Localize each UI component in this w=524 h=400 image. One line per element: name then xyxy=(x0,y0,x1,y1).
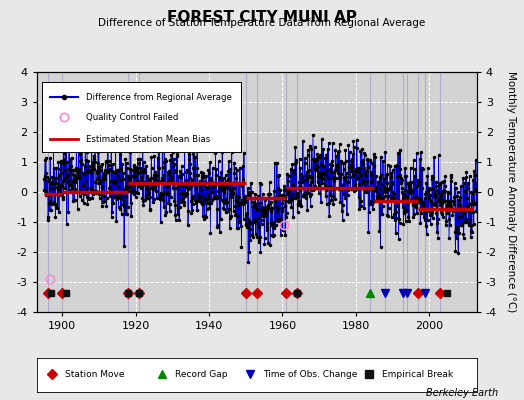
Text: Difference from Regional Average: Difference from Regional Average xyxy=(86,93,232,102)
Text: Station Move: Station Move xyxy=(66,370,125,379)
Text: Record Gap: Record Gap xyxy=(176,370,228,379)
Text: Estimated Station Mean Bias: Estimated Station Mean Bias xyxy=(86,135,210,144)
Text: Quality Control Failed: Quality Control Failed xyxy=(86,112,178,122)
Text: Empirical Break: Empirical Break xyxy=(382,370,453,379)
Text: FOREST CITY MUNI AP: FOREST CITY MUNI AP xyxy=(167,10,357,25)
Text: Time of Obs. Change: Time of Obs. Change xyxy=(264,370,358,379)
Text: Berkeley Earth: Berkeley Earth xyxy=(425,388,498,398)
Text: Difference of Station Temperature Data from Regional Average: Difference of Station Temperature Data f… xyxy=(99,18,425,28)
Y-axis label: Monthly Temperature Anomaly Difference (°C): Monthly Temperature Anomaly Difference (… xyxy=(506,71,517,313)
